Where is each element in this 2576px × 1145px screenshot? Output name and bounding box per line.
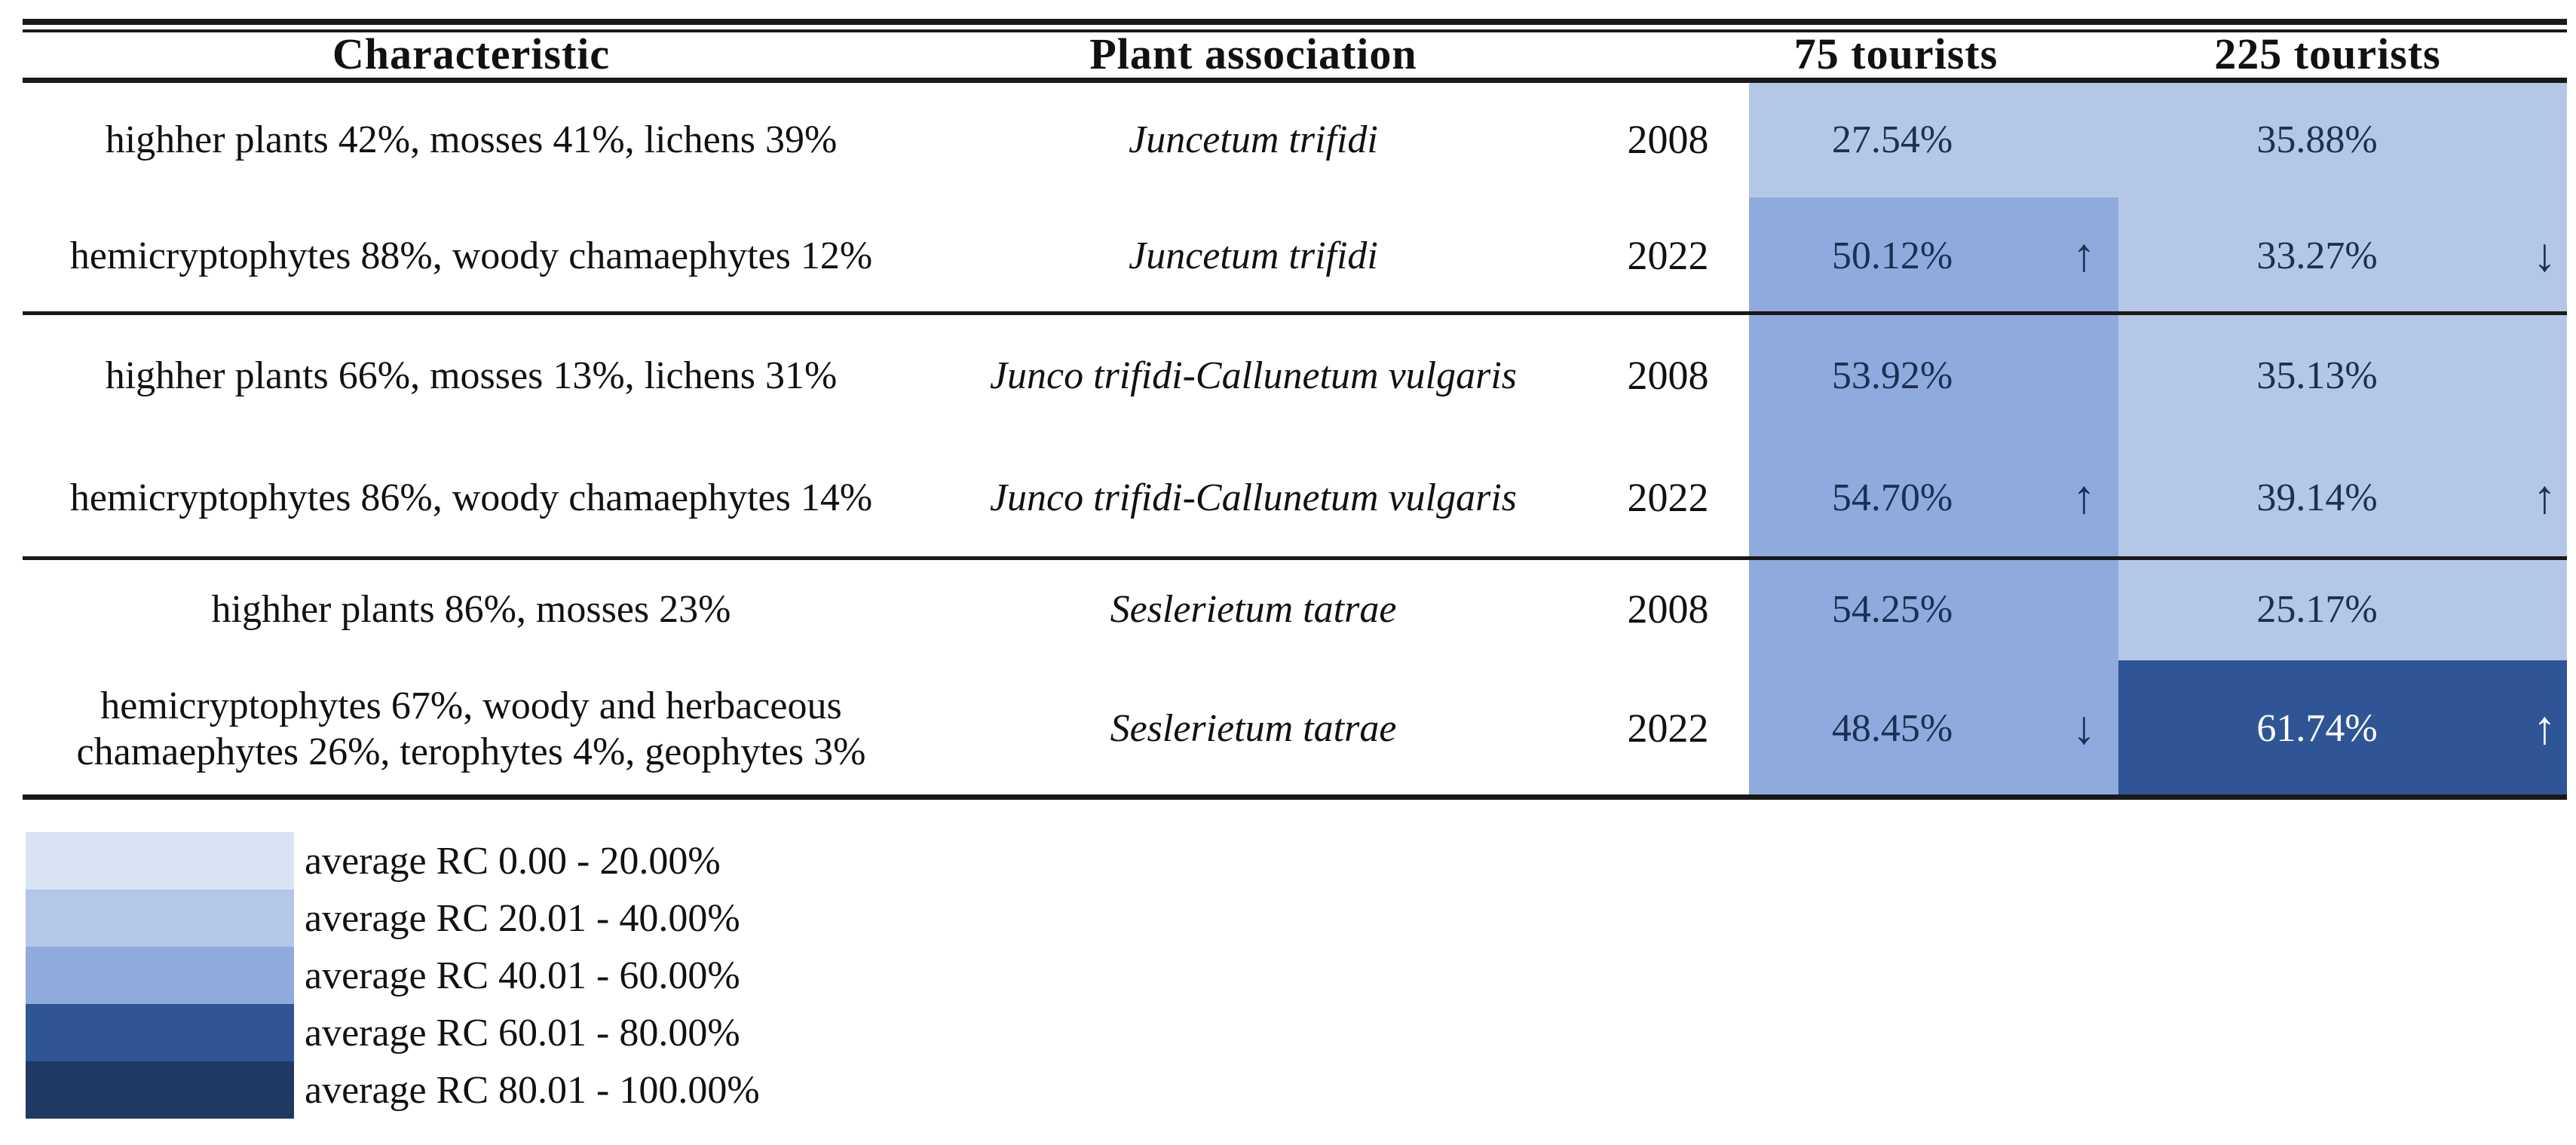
- table-bottom-rule: [23, 794, 2567, 800]
- plant-association-column-header: Plant association: [1089, 29, 1417, 78]
- year-cell: 2008: [1627, 352, 1709, 398]
- rc-cell-225-tourists: 33.27% ↓: [2118, 197, 2567, 314]
- legend-item: average RC 40.01 - 60.00%: [26, 947, 1081, 1004]
- rc-cell-75-tourists: 50.12% ↑: [1749, 197, 2118, 314]
- characteristic-cell: highher plants 86%, mosses 23%: [211, 588, 731, 632]
- table-row: highher plants 42%, mosses 41%, lichens …: [23, 83, 2567, 197]
- legend-label: average RC 40.01 - 60.00%: [305, 954, 740, 997]
- legend-swatch: [26, 832, 294, 889]
- legend-label: average RC 60.01 - 80.00%: [305, 1011, 740, 1055]
- characteristic-cell: highher plants 66%, mosses 13%, lichens …: [105, 354, 838, 397]
- rc-value: 53.92%: [1831, 354, 1953, 397]
- rc-value: 27.54%: [1831, 118, 1953, 162]
- plant-association-cell: Juncetum trifidi: [1129, 118, 1378, 162]
- legend-label: average RC 80.01 - 100.00%: [305, 1068, 760, 1112]
- plant-association-cell: Junco trifidi-Callunetum vulgaris: [989, 476, 1518, 520]
- plant-association-cell: Seslerietum tatrae: [1110, 707, 1397, 751]
- color-scale-legend: average RC 0.00 - 20.00% average RC 20.0…: [26, 832, 1081, 1119]
- legend-item: average RC 80.01 - 100.00%: [26, 1061, 1081, 1119]
- legend-swatch: [26, 889, 294, 947]
- rc-value: 54.25%: [1831, 588, 1953, 632]
- rc-value: 33.27%: [2256, 234, 2378, 277]
- plant-association-cell: Seslerietum tatrae: [1110, 588, 1397, 632]
- trend-up-icon: ↑: [2533, 471, 2556, 523]
- trend-up-icon: ↑: [2533, 702, 2556, 754]
- rc-value: 54.70%: [1831, 476, 1953, 520]
- year-cell: 2022: [1627, 706, 1709, 752]
- rc-value: 50.12%: [1831, 234, 1953, 277]
- year-cell: 2022: [1627, 475, 1709, 521]
- characteristic-cell: hemicryptophytes 86%, woody chamaephytes…: [69, 476, 873, 520]
- rc-value: 39.14%: [2256, 476, 2378, 520]
- table-header-row: Characteristic Plant association 75 tour…: [23, 29, 2567, 78]
- rc-cell-225-tourists: 61.74% ↑: [2118, 660, 2567, 798]
- trend-down-icon: ↓: [2533, 229, 2556, 281]
- rc-value: 35.13%: [2256, 354, 2378, 397]
- characteristic-cell: highher plants 42%, mosses 41%, lichens …: [105, 118, 838, 162]
- legend-item: average RC 0.00 - 20.00%: [26, 832, 1081, 889]
- rc-cell-225-tourists: 35.13%: [2118, 314, 2567, 437]
- rc-cell-75-tourists: 54.25%: [1749, 559, 2118, 660]
- tourists-75-column-header: 75 tourists: [1793, 29, 1999, 78]
- legend-label: average RC 0.00 - 20.00%: [305, 839, 721, 883]
- year-cell: 2022: [1627, 232, 1709, 278]
- rc-cell-225-tourists: 25.17%: [2118, 559, 2567, 660]
- plant-association-cell: Junco trifidi-Callunetum vulgaris: [989, 354, 1518, 397]
- table-row: highher plants 86%, mosses 23% Sesleriet…: [23, 559, 2567, 660]
- table-row: hemicryptophytes 86%, woody chamaephytes…: [23, 437, 2567, 559]
- rc-cell-75-tourists: 48.45% ↓: [1749, 660, 2118, 798]
- table-top-rule-thick: [23, 19, 2567, 25]
- legend-label: average RC 20.01 - 40.00%: [305, 896, 740, 940]
- tourists-225-column-header: 225 tourists: [2214, 29, 2441, 78]
- rc-cell-75-tourists: 27.54%: [1749, 83, 2118, 197]
- legend-swatch: [26, 1061, 294, 1119]
- rc-value: 61.74%: [2256, 707, 2378, 751]
- rc-cell-75-tourists: 53.92%: [1749, 314, 2118, 437]
- characteristic-column-header: Characteristic: [332, 29, 611, 78]
- group-separator-rule-2: [23, 556, 2567, 560]
- table-top-rule-thin: [23, 29, 2567, 32]
- year-cell: 2008: [1627, 586, 1709, 632]
- rc-cell-225-tourists: 39.14% ↑: [2118, 437, 2567, 559]
- trend-up-icon: ↑: [2072, 471, 2096, 523]
- trend-up-icon: ↑: [2072, 229, 2096, 281]
- year-cell: 2008: [1627, 117, 1709, 163]
- characteristic-cell: hemicryptophytes 88%, woody chamaephytes…: [69, 234, 873, 277]
- legend-item: average RC 60.01 - 80.00%: [26, 1004, 1081, 1061]
- table-row: highher plants 66%, mosses 13%, lichens …: [23, 314, 2567, 437]
- rc-value: 48.45%: [1831, 707, 1953, 751]
- rc-value: 35.88%: [2256, 118, 2378, 162]
- header-bottom-rule: [23, 78, 2567, 83]
- legend-swatch: [26, 947, 294, 1004]
- rc-cell-75-tourists: 54.70% ↑: [1749, 437, 2118, 559]
- year-column-header: [1587, 30, 1749, 78]
- plant-association-cell: Juncetum trifidi: [1129, 234, 1378, 277]
- trend-down-icon: ↓: [2072, 702, 2096, 754]
- rc-value: 25.17%: [2256, 588, 2378, 632]
- rc-cell-225-tourists: 35.88%: [2118, 83, 2567, 197]
- legend-swatch: [26, 1004, 294, 1061]
- table-row: hemicryptophytes 88%, woody chamaephytes…: [23, 197, 2567, 314]
- legend-item: average RC 20.01 - 40.00%: [26, 889, 1081, 947]
- characteristic-cell: hemicryptophytes 67%, woody and herbaceo…: [76, 684, 866, 773]
- group-separator-rule-1: [23, 311, 2567, 315]
- table-row: hemicryptophytes 67%, woody and herbaceo…: [23, 660, 2567, 798]
